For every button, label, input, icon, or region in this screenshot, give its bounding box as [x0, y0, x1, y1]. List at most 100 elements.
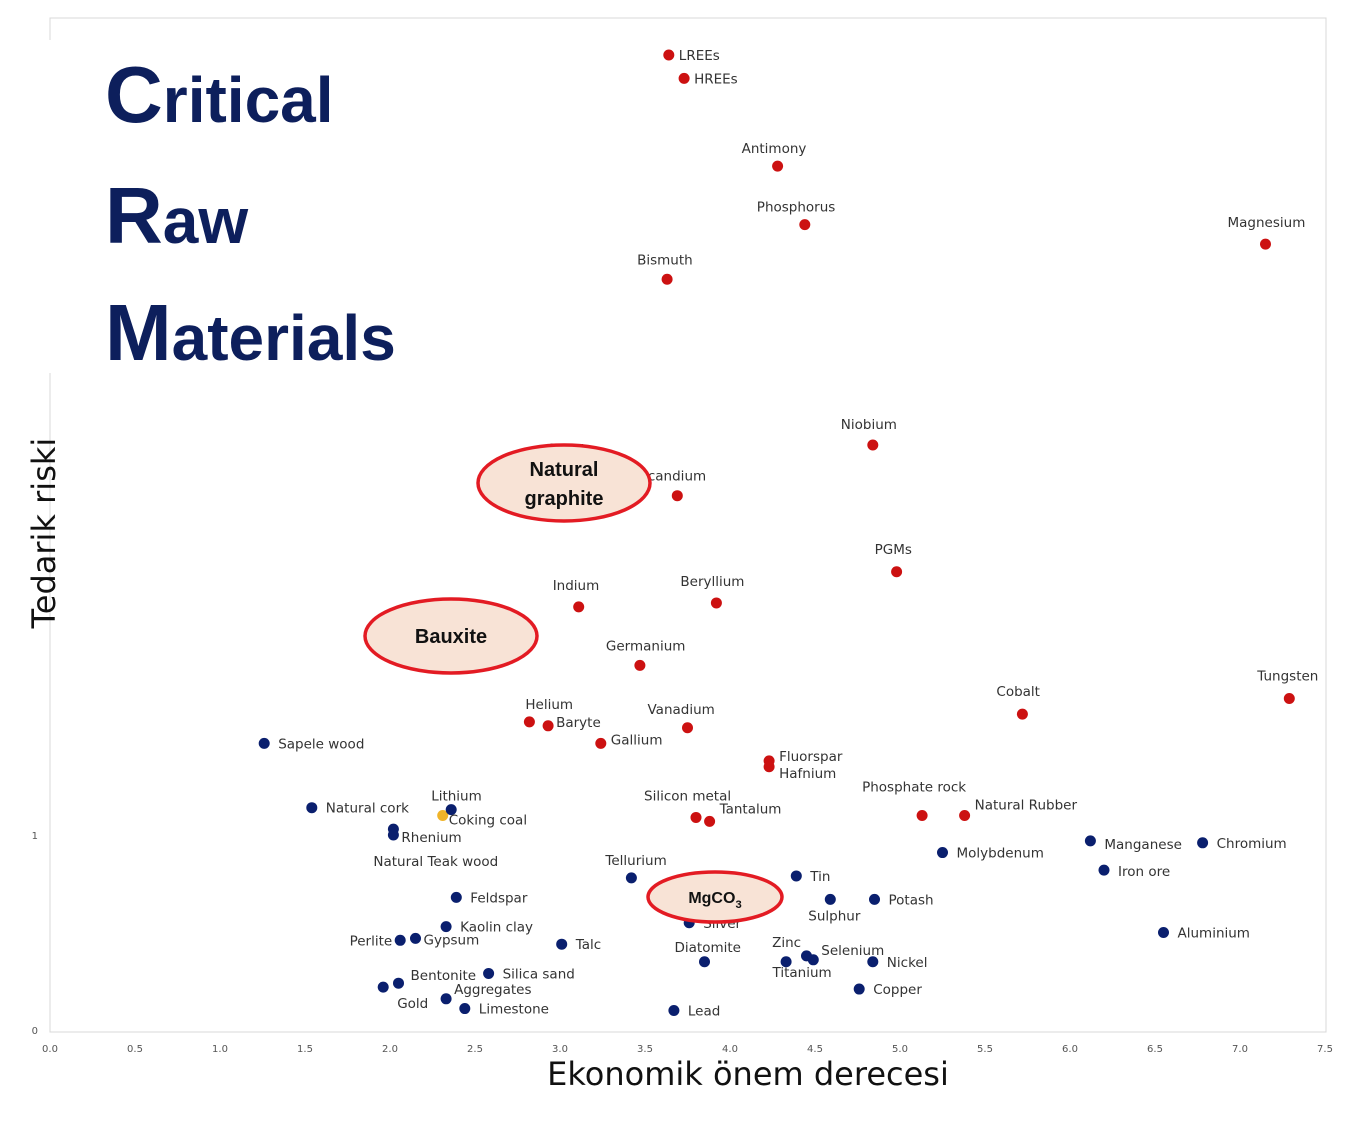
label-helium: Helium — [525, 697, 573, 713]
point-feldspar — [450, 891, 462, 903]
point-antimony — [772, 160, 784, 172]
label-beryllium: Beryllium — [680, 574, 744, 590]
x-tick-label: 1.0 — [212, 1044, 228, 1055]
point-nickel — [867, 956, 879, 968]
point-cobalt — [1016, 708, 1028, 720]
point-germanium — [634, 659, 646, 671]
point-hafnium — [763, 761, 775, 773]
point-natural-cork — [306, 802, 318, 814]
point-phosphorus — [799, 219, 811, 231]
label-natural-rubber: Natural Rubber — [975, 798, 1078, 814]
highlight-1: Bauxite — [363, 597, 539, 675]
axis-ticks: 0.0 0.5 1.0 1.5 2.0 2.5 3.0 3.5 4.0 4.5 5.0 5.5 6.0 6… — [32, 51, 1333, 1055]
point-phosphate-rock — [916, 810, 928, 821]
point-titanium — [801, 950, 812, 962]
x-tick-label: 3.5 — [637, 1044, 653, 1055]
x-tick-label: 5.5 — [977, 1044, 993, 1055]
point-sulphur — [824, 893, 836, 905]
label-copper: Copper — [873, 982, 922, 998]
point-silica-sand — [483, 967, 495, 979]
label-cobalt: Cobalt — [996, 684, 1040, 700]
highlight-ellipse — [363, 597, 539, 675]
label-germanium: Germanium — [606, 638, 686, 654]
label-gypsum: Gypsum — [424, 932, 480, 948]
label-molybdenum: Molybdenum — [957, 846, 1044, 862]
label-manganese: Manganese — [1104, 837, 1182, 853]
highlight-ellipse — [476, 443, 652, 523]
title-line-raw: Raw — [105, 171, 249, 260]
point-iron-ore — [1098, 864, 1110, 876]
y-tick-label: 1 — [32, 831, 38, 842]
label-gold: Gold — [397, 996, 428, 1012]
label-rhenium: Rhenium — [401, 830, 461, 846]
x-tick-label: 2.0 — [382, 1044, 398, 1055]
label-iron-ore: Iron ore — [1118, 864, 1170, 880]
label-silica-sand: Silica sand — [503, 966, 575, 982]
point-chromium — [1197, 837, 1209, 849]
label-niobium: Niobium — [841, 417, 897, 433]
label-diatomite: Diatomite — [675, 940, 741, 956]
label-phosphorus: Phosphorus — [757, 200, 836, 216]
point-gold — [377, 981, 389, 993]
x-tick-label: 0.5 — [127, 1044, 143, 1055]
point-baryte — [542, 720, 554, 732]
point-coking-coal — [437, 810, 449, 821]
point-molybdenum — [937, 847, 948, 859]
label-talc: Talc — [575, 937, 601, 953]
label-gallium: Gallium — [611, 732, 663, 748]
label-hafnium: Hafnium — [779, 766, 836, 782]
point-gallium — [595, 737, 607, 749]
point-beryllium — [710, 597, 722, 609]
x-tick-label: 7.5 — [1317, 1044, 1333, 1055]
y-tick-label: 0 — [32, 1026, 38, 1037]
label-pgms: PGMs — [875, 542, 912, 558]
label-chromium: Chromium — [1217, 836, 1287, 852]
x-tick-label: 0.0 — [42, 1044, 58, 1055]
title-backdrop — [30, 40, 430, 373]
point-manganese — [1084, 835, 1096, 847]
label-limestone: Limestone — [479, 1002, 549, 1018]
x-tick-label: 5.0 — [892, 1044, 908, 1055]
highlight-0: Natural graphite — [476, 443, 652, 523]
label-bentonite: Bentonite — [411, 968, 477, 984]
label-silicon-metal: Silicon metal — [644, 788, 731, 804]
label-bismuth: Bismuth — [637, 252, 693, 268]
point-bismuth — [661, 273, 673, 285]
highlight-2: MgCO3 — [646, 870, 784, 924]
x-tick-label: 3.0 — [552, 1044, 568, 1055]
point-perlite — [394, 934, 406, 946]
label-natural-teak-wood: Natural Teak wood — [373, 854, 498, 870]
point-gypsum — [410, 932, 421, 944]
label-lithium: Lithium — [431, 789, 482, 805]
point-copper — [853, 983, 865, 995]
point-limestone — [459, 1003, 471, 1015]
label-tellurium: Tellurium — [604, 853, 666, 869]
label-scandium: Scandium — [639, 469, 706, 485]
label-zinc: Zinc — [772, 935, 801, 951]
point-lrees — [663, 49, 675, 61]
label-hrees: HREEs — [694, 71, 738, 87]
label-magnesium: Magnesium — [1228, 215, 1306, 231]
label-vanadium: Vanadium — [648, 702, 715, 718]
point-aluminium — [1158, 927, 1169, 938]
label-aggregates: Aggregates — [454, 982, 531, 998]
label-selenium: Selenium — [821, 943, 884, 959]
label-perlite: Perlite — [350, 933, 393, 949]
point-scandium — [671, 490, 683, 502]
point-bentonite — [393, 977, 404, 989]
x-tick-label: 4.0 — [722, 1044, 738, 1055]
label-nickel: Nickel — [887, 955, 928, 971]
label-natural-cork: Natural cork — [326, 801, 409, 817]
point-niobium — [867, 439, 879, 451]
point-lead — [668, 1005, 680, 1016]
label-potash: Potash — [889, 892, 934, 908]
x-tick-label: 4.5 — [807, 1044, 823, 1055]
highlight-text: MgCO3 — [688, 890, 741, 911]
label-sapele-wood: Sapele wood — [278, 736, 364, 752]
label-tantalum: Tantalum — [719, 801, 782, 817]
label-kaolin-clay: Kaolin clay — [460, 920, 533, 936]
point-kaolin-clay — [440, 921, 452, 933]
point-pgms — [891, 566, 903, 578]
label-titanium: Titanium — [772, 965, 832, 981]
point-diatomite — [699, 956, 710, 968]
